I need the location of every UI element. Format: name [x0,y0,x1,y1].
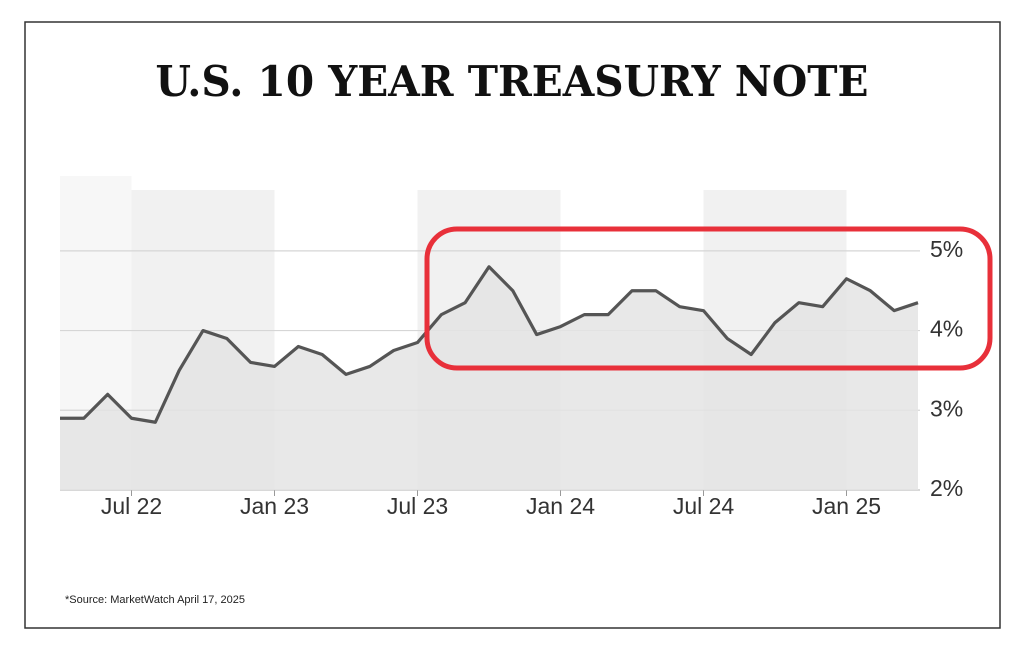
x-tick-label: Jul 24 [673,493,735,519]
y-tick-label: 4% [930,316,963,342]
highlight-box [424,226,993,371]
x-tick-label: Jan 25 [812,493,881,519]
chart-title: U.S. 10 YEAR TREASURY NOTE [156,57,869,106]
x-tick-label: Jan 23 [240,493,309,519]
y-tick-label: 5% [930,236,963,262]
area [60,266,918,490]
line [60,265,919,424]
x-tick-label: Jul 23 [387,493,448,519]
y-tick-label: 2% [930,475,963,501]
source-note: *Source: MarketWatch April 17, 2025 [65,594,245,606]
x-tick-label: Jul 22 [101,493,162,519]
x-tick-label: Jan 24 [526,493,595,519]
y-tick-label: 3% [930,395,963,421]
